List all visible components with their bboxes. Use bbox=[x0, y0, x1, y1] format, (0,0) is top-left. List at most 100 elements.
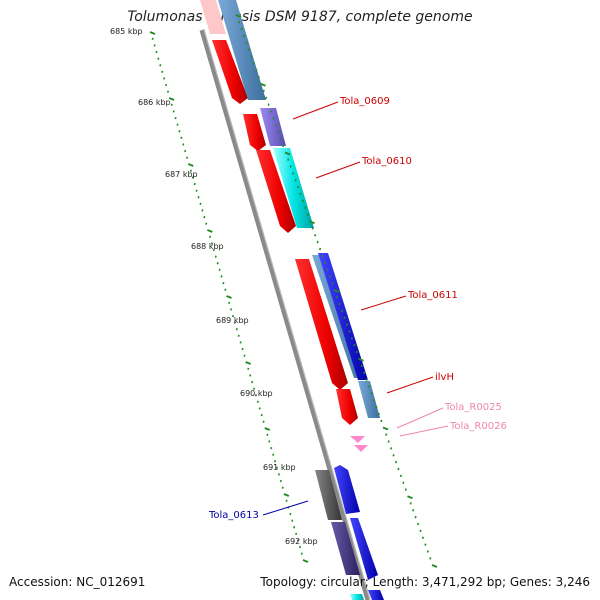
gene-navy[interactable] bbox=[334, 465, 360, 514]
gene-gray[interactable] bbox=[315, 470, 342, 520]
major-tick bbox=[333, 289, 340, 293]
gene-navy[interactable] bbox=[368, 590, 384, 600]
minor-tick bbox=[155, 50, 158, 54]
minor-tick bbox=[353, 344, 356, 347]
minor-tick bbox=[153, 44, 156, 47]
gene-cog-purple[interactable] bbox=[260, 108, 286, 146]
minor-tick bbox=[306, 213, 309, 216]
gene-cyan[interactable] bbox=[350, 594, 364, 600]
minor-tick bbox=[299, 192, 302, 196]
gene-label-tola-0610[interactable]: Tola_0610 bbox=[361, 156, 412, 167]
minor-tick bbox=[345, 323, 349, 326]
gene-label-tola-0609[interactable]: Tola_0609 bbox=[339, 96, 390, 107]
major-tick bbox=[149, 31, 156, 35]
gene-label-tola-0613[interactable]: Tola_0613 bbox=[208, 510, 259, 521]
minor-tick bbox=[164, 83, 168, 87]
minor-tick bbox=[205, 222, 208, 225]
minor-tick bbox=[321, 254, 324, 258]
gene-label-tola-0611[interactable]: Tola_0611 bbox=[407, 290, 458, 301]
minor-tick bbox=[262, 89, 265, 93]
major-tick bbox=[407, 495, 413, 500]
minor-tick bbox=[180, 136, 183, 140]
gene-label-tola-r0026[interactable]: Tola_R0026 bbox=[449, 421, 507, 432]
minor-tick bbox=[243, 354, 246, 357]
minor-tick bbox=[203, 215, 206, 219]
minor-tick bbox=[363, 371, 366, 374]
major-tick bbox=[226, 295, 232, 299]
minor-tick bbox=[316, 240, 319, 244]
minor-tick bbox=[250, 55, 253, 58]
tick-label: 690 kbp bbox=[240, 389, 273, 398]
backbone bbox=[199, 29, 371, 600]
minor-tick bbox=[377, 412, 380, 416]
minor-tick bbox=[336, 295, 339, 299]
minor-tick bbox=[387, 440, 390, 443]
gene-cds[interactable] bbox=[212, 40, 248, 104]
minor-tick bbox=[370, 392, 373, 395]
minor-tick bbox=[222, 281, 225, 285]
minor-tick bbox=[298, 545, 301, 549]
minor-tick bbox=[274, 124, 278, 127]
gene-rna[interactable] bbox=[350, 436, 365, 443]
gene-navy[interactable] bbox=[350, 518, 378, 580]
major-tick bbox=[245, 361, 251, 365]
minor-tick bbox=[404, 488, 407, 491]
minor-tick bbox=[426, 550, 429, 553]
major-tick bbox=[431, 564, 438, 568]
minor-tick bbox=[195, 189, 198, 192]
minor-tick bbox=[375, 405, 378, 409]
minor-tick bbox=[228, 301, 231, 305]
leader-line bbox=[386, 376, 434, 394]
gene-cds[interactable] bbox=[200, 0, 226, 34]
minor-tick bbox=[262, 420, 265, 423]
gene-dark-purple[interactable] bbox=[331, 522, 360, 575]
gene-cds[interactable] bbox=[256, 150, 296, 233]
gene-cds[interactable] bbox=[243, 114, 266, 151]
minor-tick bbox=[328, 275, 331, 278]
gene-cds[interactable] bbox=[336, 389, 358, 425]
gene-label-ilvh[interactable]: ilvH bbox=[435, 372, 454, 383]
major-tick bbox=[358, 357, 364, 362]
minor-tick bbox=[419, 529, 422, 533]
minor-tick bbox=[174, 116, 177, 120]
minor-tick bbox=[201, 209, 204, 212]
leader-line bbox=[315, 161, 361, 179]
minor-tick bbox=[380, 419, 383, 423]
minor-tick bbox=[238, 20, 241, 24]
minor-tick bbox=[272, 453, 275, 456]
minor-tick bbox=[237, 334, 240, 338]
minor-tick bbox=[390, 447, 393, 450]
major-tick bbox=[284, 151, 291, 156]
minor-tick bbox=[291, 519, 294, 522]
gene-cog-blue[interactable] bbox=[358, 381, 380, 418]
minor-tick bbox=[277, 473, 280, 476]
minor-tick bbox=[275, 466, 279, 470]
gene-rna[interactable] bbox=[354, 445, 368, 452]
gene-cds[interactable] bbox=[295, 259, 348, 390]
tick-label: 687 kbp bbox=[165, 170, 198, 179]
minor-tick bbox=[193, 182, 196, 186]
minor-tick bbox=[267, 103, 270, 106]
gene-cog-cyan[interactable] bbox=[273, 148, 314, 228]
minor-tick bbox=[257, 75, 260, 79]
gene-labels: Tola_0609 Tola_0610 Tola_0611 ilvH Tola_… bbox=[208, 96, 507, 521]
major-tick bbox=[302, 559, 309, 563]
tick-labels: 685 kbp 686 kbp 687 kbp 688 kbp 689 kbp … bbox=[110, 27, 318, 546]
minor-tick bbox=[166, 90, 170, 93]
major-tick bbox=[283, 493, 290, 497]
minor-tick bbox=[414, 515, 417, 519]
major-tick bbox=[260, 82, 266, 87]
minor-tick bbox=[295, 532, 298, 536]
minor-tick bbox=[268, 440, 271, 443]
gene-cog-navy[interactable] bbox=[318, 253, 368, 380]
gene-label-tola-r0025[interactable]: Tola_R0025 bbox=[444, 402, 502, 413]
minor-tick bbox=[247, 48, 251, 51]
cds-track bbox=[200, 0, 358, 425]
minor-tick bbox=[296, 185, 300, 189]
gene-cog-blue[interactable] bbox=[218, 0, 266, 100]
tick-track bbox=[149, 31, 309, 563]
minor-tick bbox=[289, 165, 292, 168]
minor-tick bbox=[285, 499, 288, 503]
major-tick bbox=[382, 426, 389, 431]
